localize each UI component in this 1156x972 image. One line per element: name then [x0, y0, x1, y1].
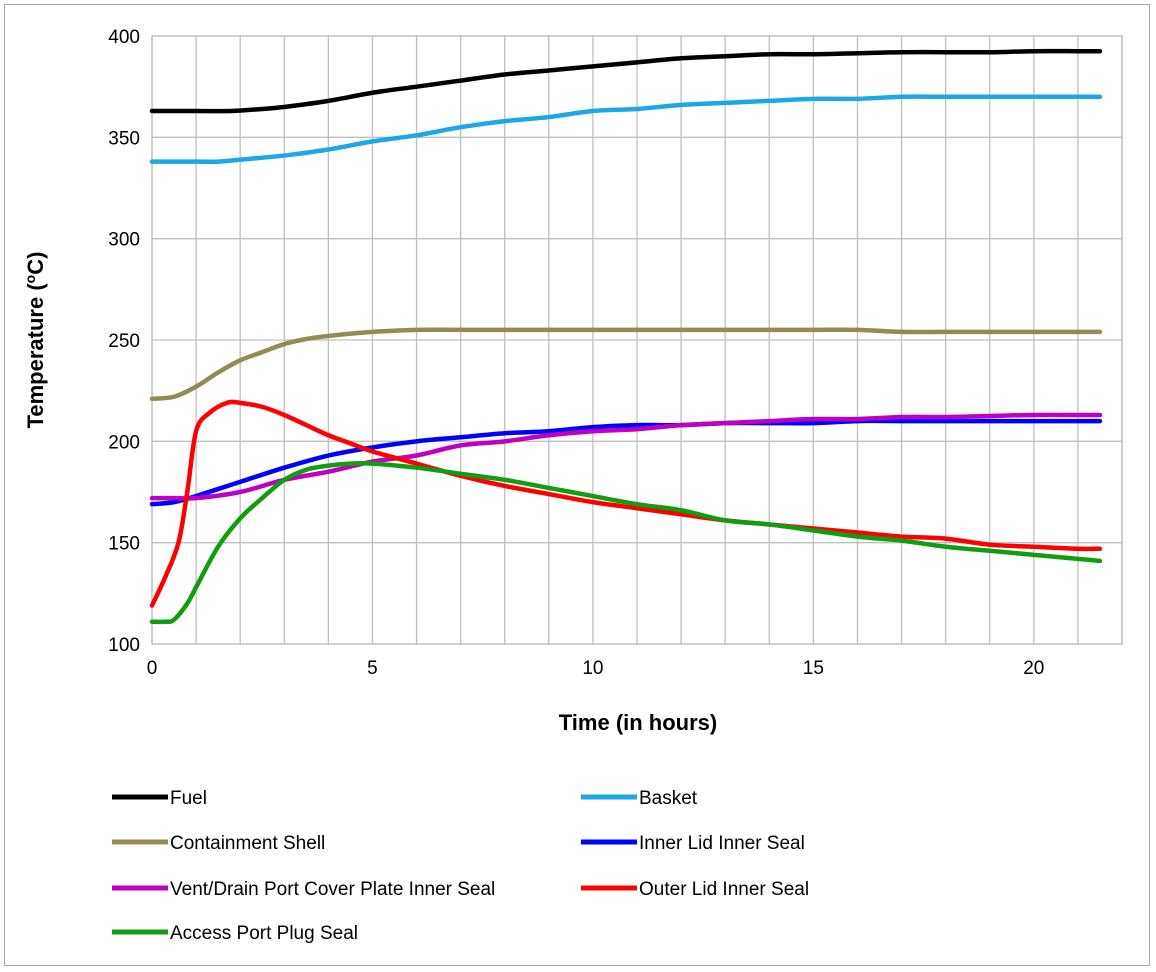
y-axis-title: Temperature (oC) — [22, 252, 48, 429]
series-layer — [149, 48, 1103, 625]
legend-label: Vent/Drain Port Cover Plate Inner Seal — [170, 879, 495, 900]
y-tick-label: 150 — [108, 534, 140, 555]
x-tick-label: 0 — [147, 658, 158, 679]
axes — [151, 35, 1123, 645]
y-tick-label: 100 — [108, 635, 140, 656]
x-tick-label: 20 — [1023, 658, 1044, 679]
legend-item-containment-shell: Containment Shell — [112, 833, 325, 854]
x-axis-title: Time (in hours) — [559, 710, 718, 735]
legend-item-outer-lid-inner-seal: Outer Lid Inner Seal — [581, 879, 809, 900]
x-tick-label: 10 — [582, 658, 603, 679]
legend-item-inner-lid-inner-seal: Inner Lid Inner Seal — [581, 833, 805, 854]
legend-item-vent-drain-port-cover-plate-inner-seal: Vent/Drain Port Cover Plate Inner Seal — [112, 879, 495, 900]
tick-labels: 0 5 10 15 20 100 150 200 250 300 350 400 — [108, 27, 1044, 679]
legend-label: Outer Lid Inner Seal — [639, 879, 809, 900]
legend-item-access-port-plug-seal: Access Port Plug Seal — [112, 923, 358, 944]
series-line-fuel — [149, 48, 1103, 114]
chart-frame — [4, 4, 1150, 966]
legend: Fuel Basket Containment Shell Inner Lid Inn… — [112, 788, 809, 944]
x-tick-label: 15 — [803, 658, 824, 679]
y-tick-label: 300 — [108, 230, 140, 251]
legend-label: Inner Lid Inner Seal — [639, 833, 805, 854]
legend-label: Basket — [639, 788, 698, 809]
plot-area-border — [151, 35, 1123, 645]
legend-label: Access Port Plug Seal — [170, 923, 358, 944]
series-line-inner-lid-inner-seal — [149, 418, 1103, 507]
y-tick-label: 250 — [108, 331, 140, 352]
series-line-basket — [149, 94, 1103, 165]
y-tick-label: 350 — [108, 128, 140, 149]
legend-label: Containment Shell — [170, 833, 325, 854]
series-line-access-port-plug-seal — [149, 460, 1103, 625]
legend-label: Fuel — [170, 788, 207, 809]
x-tick-label: 5 — [367, 658, 378, 679]
y-tick-label: 400 — [108, 27, 140, 48]
legend-item-fuel: Fuel — [112, 788, 207, 809]
y-tick-label: 200 — [108, 432, 140, 453]
legend-item-basket: Basket — [581, 788, 698, 809]
series-line-containment-shell — [149, 327, 1103, 402]
